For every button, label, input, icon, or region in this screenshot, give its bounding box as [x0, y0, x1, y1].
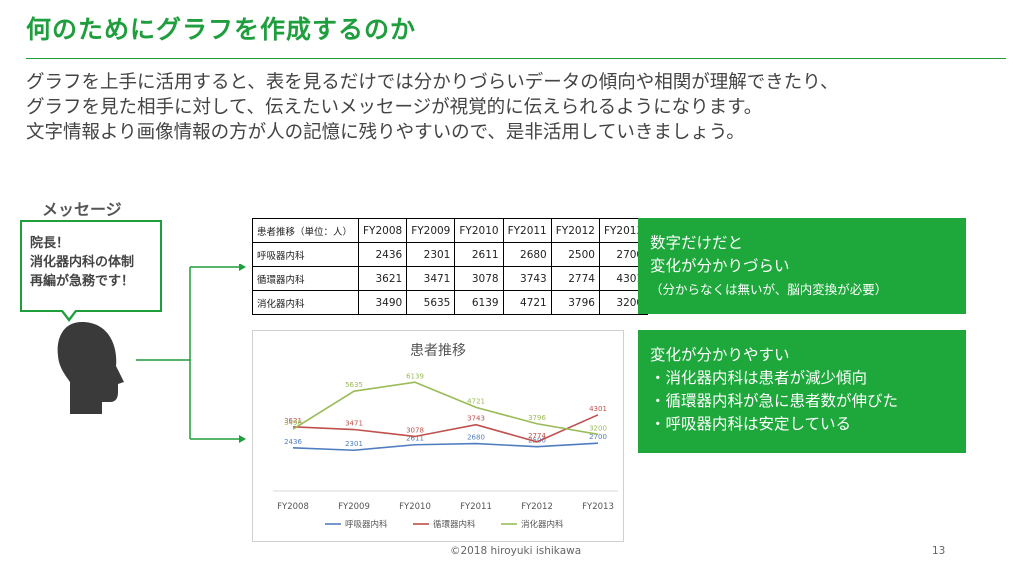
note1-line-3: （分からなくは無いが、脳内変換が必要） — [650, 282, 888, 297]
line-chart: 患者推移 FY2008 FY2009 FY2010 FY2011 FY2012 FY201… — [273, 343, 618, 530]
table-cell: 6139 — [454, 290, 504, 315]
x-tick-label: FY2010 — [399, 502, 431, 512]
legend-label: 循環器内科 — [433, 519, 476, 530]
connector-arrows — [136, 264, 246, 443]
table-cell: 5635 — [406, 290, 456, 315]
table-row: 消化器内科 3490 5635 6139 4721 3796 3200 — [252, 290, 649, 315]
legend-label: 消化器内科 — [521, 519, 564, 530]
table-cell: 2500 — [550, 242, 600, 267]
page-number: 13 — [932, 545, 946, 557]
data-label: 4721 — [467, 397, 485, 405]
table-cell: 3621 — [357, 266, 408, 291]
table-cell: 3743 — [502, 266, 552, 291]
data-label: 2301 — [345, 440, 363, 448]
table-cell: 2436 — [357, 242, 408, 267]
intro-line-3: 文字情報より画像情報の方が人の記憶に残りやすいので、是非活用していきましょう。 — [26, 122, 745, 143]
series-line — [292, 381, 599, 436]
intro-line-1: グラフを上手に活用すると、表を見るだけでは分かりづらいデータの傾向や相関が理解で… — [26, 72, 839, 93]
note-numbers-only: 数字だけだと 変化が分かりづらい （分からなくは無いが、脳内変換が必要） — [638, 218, 966, 314]
table-row: 循環器内科 3621 3471 3078 3743 2774 4301 — [252, 266, 649, 291]
table-cell: 2611 — [454, 242, 504, 267]
data-label: 2680 — [467, 434, 485, 442]
table-header-cell: FY2008 — [357, 218, 408, 243]
series-line — [292, 414, 599, 443]
data-label: 3078 — [406, 426, 424, 434]
table-cell: 3078 — [454, 266, 504, 291]
data-label: 3796 — [528, 414, 546, 422]
note1-line-1: 数字だけだと — [650, 234, 744, 252]
x-tick-label: FY2012 — [521, 502, 553, 512]
table-header-cell: FY2012 — [550, 218, 600, 243]
data-label: 2436 — [284, 438, 302, 446]
data-label: 2774 — [528, 432, 546, 440]
data-label: 3621 — [284, 417, 302, 425]
data-label: 3743 — [467, 415, 485, 423]
x-tick-label: FY2011 — [460, 502, 492, 512]
note2-line-4: ・呼吸器内科は安定している — [650, 415, 852, 433]
note2-line-2: ・消化器内科は患者が減少傾向 — [650, 369, 868, 387]
row-label: 呼吸器内科 — [252, 242, 359, 267]
intro-text: グラフを上手に活用すると、表を見るだけでは分かりづらいデータの傾向や相関が理解で… — [26, 70, 839, 145]
data-label: 3200 — [589, 424, 607, 432]
series-line — [292, 442, 599, 452]
data-label: 2700 — [589, 433, 607, 441]
data-label: 6139 — [406, 372, 424, 380]
chart-container: 患者推移 FY2008 FY2009 FY2010 FY2011 FY2012 FY201… — [252, 330, 624, 542]
bubble-line-1: 院長！ — [30, 236, 70, 251]
legend-label: 呼吸器内科 — [345, 519, 388, 530]
x-tick-label: FY2009 — [338, 502, 370, 512]
table-row: 呼吸器内科 2436 2301 2611 2680 2500 2700 — [252, 242, 649, 267]
data-label: 4301 — [589, 405, 607, 413]
bubble-line-3: 再編が急務です！ — [30, 274, 135, 289]
note2-line-1: 変化が分かりやすい — [650, 346, 790, 364]
patient-table: 患者推移（単位：人） FY2008 FY2009 FY2010 FY2011 F… — [252, 218, 649, 315]
table-header-cell: FY2010 — [454, 218, 504, 243]
table-header-row: 患者推移（単位：人） FY2008 FY2009 FY2010 FY2011 F… — [252, 218, 649, 243]
slide-title: 何のためにグラフを作成するのか — [26, 15, 417, 44]
row-label: 循環器内科 — [252, 266, 359, 291]
person-silhouette-icon — [57, 322, 124, 414]
table-cell: 2301 — [406, 242, 456, 267]
note-chart-insights: 変化が分かりやすい ・消化器内科は患者が減少傾向 ・循環器内科が急に患者数が伸び… — [638, 330, 966, 453]
bubble-line-2: 消化器内科の体制 — [30, 255, 135, 270]
x-tick-label: FY2008 — [277, 502, 309, 512]
message-heading: メッセージ — [42, 196, 122, 223]
x-tick-label: FY2013 — [582, 502, 614, 512]
title-divider — [26, 58, 1006, 59]
note2-line-3: ・循環器内科が急に患者数が伸びた — [650, 392, 899, 410]
copyright-footer: ©2018 hiroyuki ishikawa — [450, 545, 582, 557]
table-cell: 2680 — [502, 242, 552, 267]
table-cell: 3490 — [357, 290, 408, 315]
table-cell: 4721 — [502, 290, 552, 315]
table-cell: 2774 — [550, 266, 600, 291]
data-label: 3471 — [345, 420, 363, 428]
table-header-label: 患者推移（単位：人） — [252, 218, 359, 243]
speech-bubble: 院長！ 消化器内科の体制 再編が急務です！ — [20, 220, 162, 312]
note1-line-2: 変化が分かりづらい — [650, 257, 790, 275]
data-label: 2611 — [406, 435, 424, 443]
intro-line-2: グラフを見た相手に対して、伝えたいメッセージが視覚的に伝えられるようになります。 — [26, 97, 763, 118]
table-cell: 3471 — [406, 266, 456, 291]
bubble-tail-inner — [62, 309, 76, 318]
data-label: 2500 — [528, 437, 546, 445]
table-header-cell: FY2011 — [502, 218, 552, 243]
data-label: 5635 — [345, 381, 363, 389]
data-label: 3490 — [284, 419, 302, 427]
table-cell: 3796 — [550, 290, 600, 315]
table-header-cell: FY2009 — [406, 218, 456, 243]
row-label: 消化器内科 — [252, 290, 359, 315]
chart-title: 患者推移 — [410, 343, 466, 359]
